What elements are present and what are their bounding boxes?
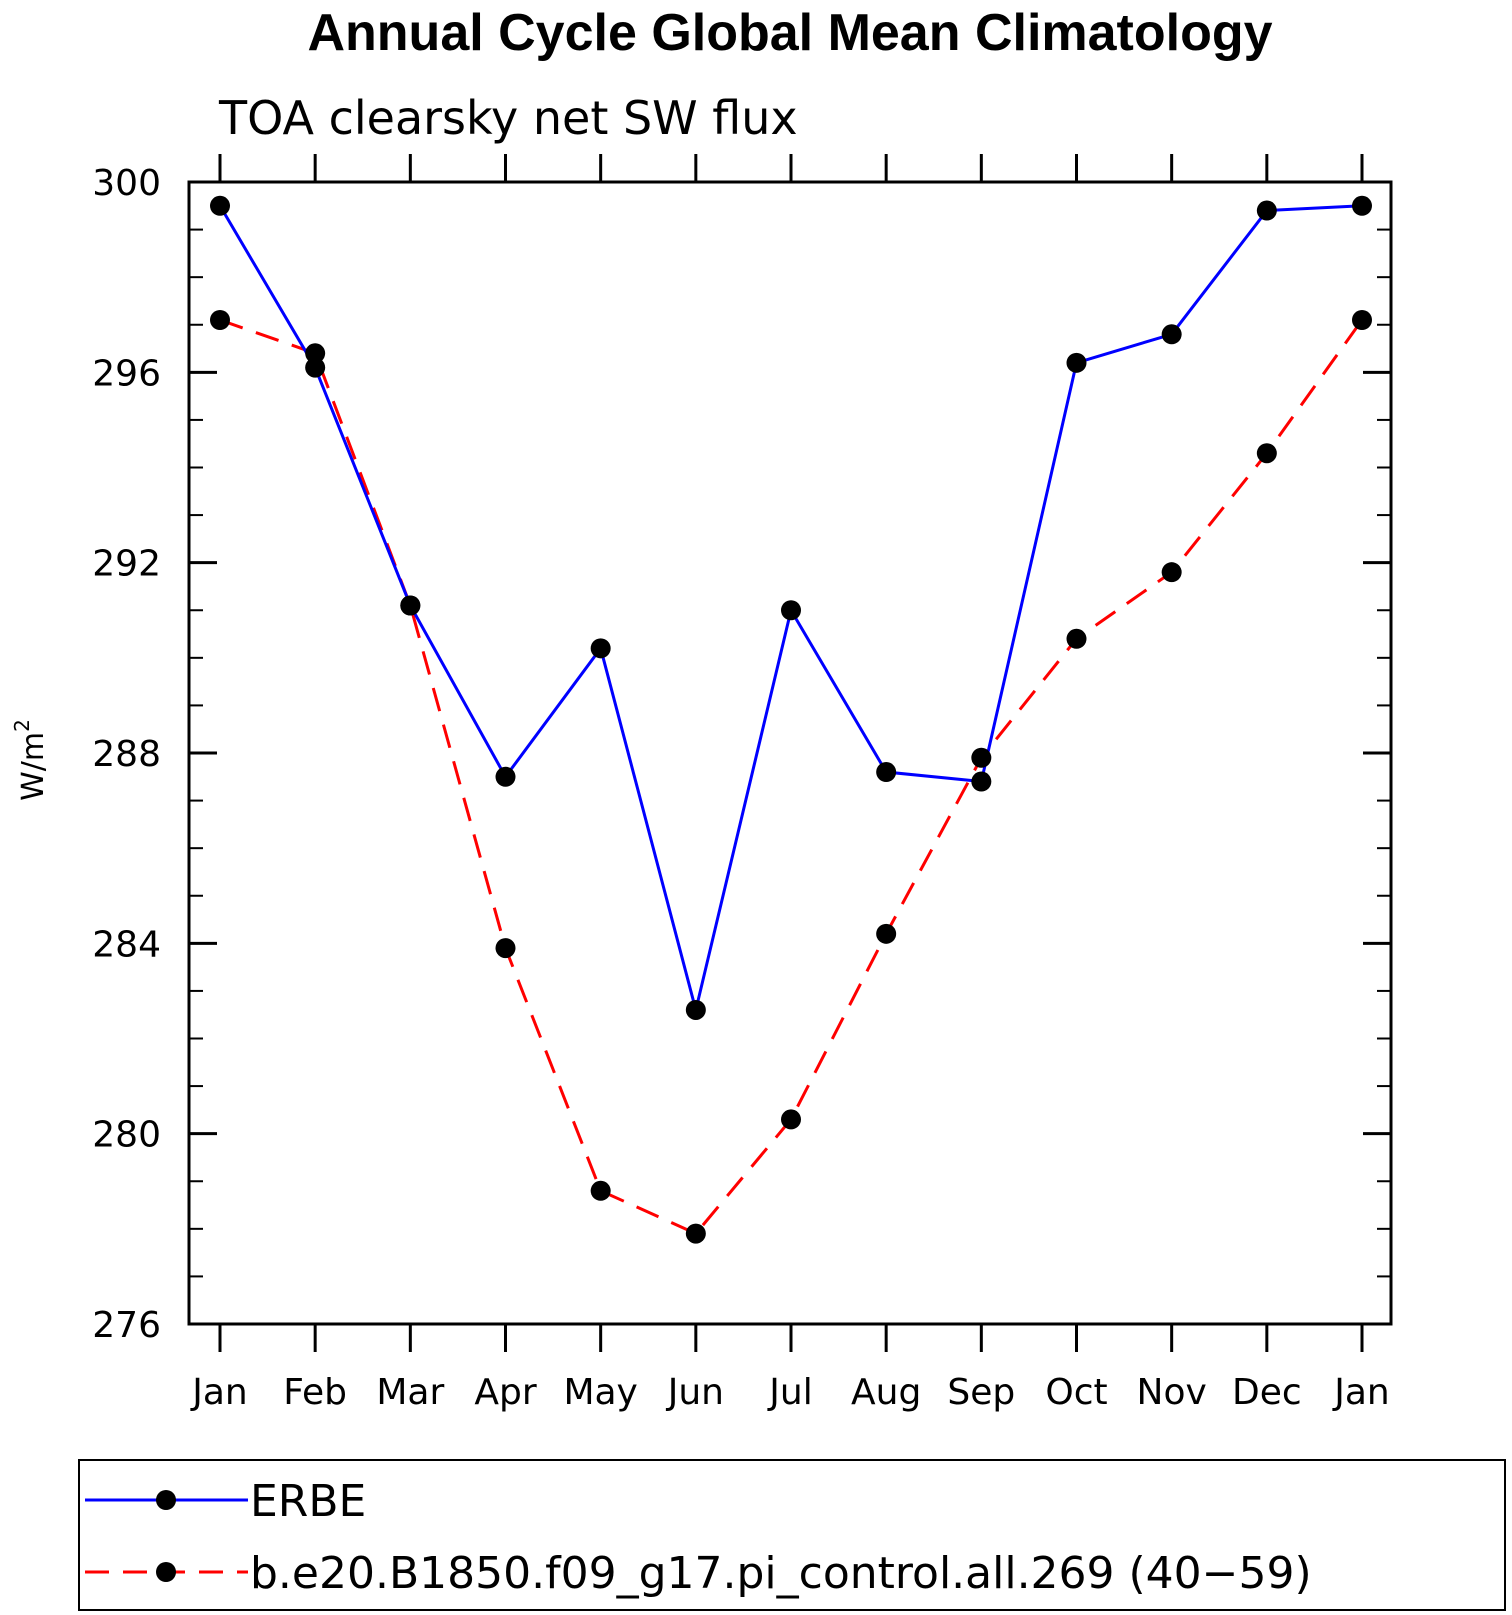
series-point [305,343,326,364]
plot-frame [187,180,1393,1326]
legend: ERBE b.e20.B1850.f09_g17.pi_control.all.2… [78,1459,1506,1611]
series-point [1352,309,1372,330]
y-axis-label-superscript: 2 [10,719,34,732]
legend-marker [156,1490,176,1510]
x-tick-label: Jan [1332,1372,1390,1413]
series-point [590,638,611,659]
series-point [400,595,421,616]
series-point [1066,352,1087,373]
series-point [590,1180,611,1201]
series-point [495,938,516,959]
series-point [305,357,326,378]
series-point [1161,324,1182,345]
series-point [971,747,992,768]
series-point [1352,195,1372,216]
x-tick-label: Mar [376,1372,444,1413]
x-tick-label: Sep [947,1372,1015,1413]
series-layer [210,195,1372,1244]
y-tick-label: 280 [92,1115,161,1156]
series-point [876,762,897,783]
x-tick-label: Nov [1137,1372,1207,1413]
legend-label: b.e20.B1850.f09_g17.pi_control.all.269 (… [250,1548,1312,1599]
y-tick-label: 276 [92,1305,161,1346]
series-point [210,195,230,216]
x-tick-label: Feb [283,1372,347,1413]
y-tick-label: 300 [92,163,161,204]
svg-text:W/m2: W/m2 [10,719,51,801]
x-tick-label: Jul [767,1372,812,1413]
series-point [685,999,706,1020]
series-point [971,771,992,792]
series-point [210,309,230,330]
series-point [1066,628,1087,649]
x-tick-label: Apr [474,1372,536,1413]
y-tick-labels: 276 280 284 288 292 296 300 [92,163,161,1346]
series-point [1161,562,1182,583]
series-point [495,766,516,787]
y-tick-label: 292 [92,544,161,585]
x-tick-label: Jun [666,1372,724,1413]
y-axis-label-text: W/m [16,732,51,801]
series-point [1256,443,1277,464]
legend-marker [156,1562,176,1582]
legend-box [78,1459,1506,1611]
y-tick-label: 284 [92,924,161,965]
x-tick-label: Dec [1232,1372,1302,1413]
series-point [685,1223,706,1244]
x-tick-labels: Jan Feb Mar Apr May Jun Jul Aug Sep Oct Nov Dec Jan [190,1372,1390,1413]
y-tick-label: 296 [92,353,161,394]
chart-subtitle: TOA clearsky net SW flux [218,91,798,145]
series-point [781,1109,801,1130]
x-tick-label: Oct [1045,1372,1107,1413]
x-tick-label: Aug [851,1372,921,1413]
series-point [1256,200,1277,221]
x-tick-label: May [563,1372,637,1413]
chart-title: Annual Cycle Global Mean Climatology [307,4,1272,62]
series-point [876,923,897,944]
x-tick-label: Jan [190,1372,248,1413]
series-line [219,318,1364,1236]
y-axis-label: W/m2 [10,719,51,801]
y-tick-label: 288 [92,734,161,775]
series-point [781,600,801,621]
legend-label: ERBE [250,1476,366,1527]
axis-ticks [189,154,1391,1352]
